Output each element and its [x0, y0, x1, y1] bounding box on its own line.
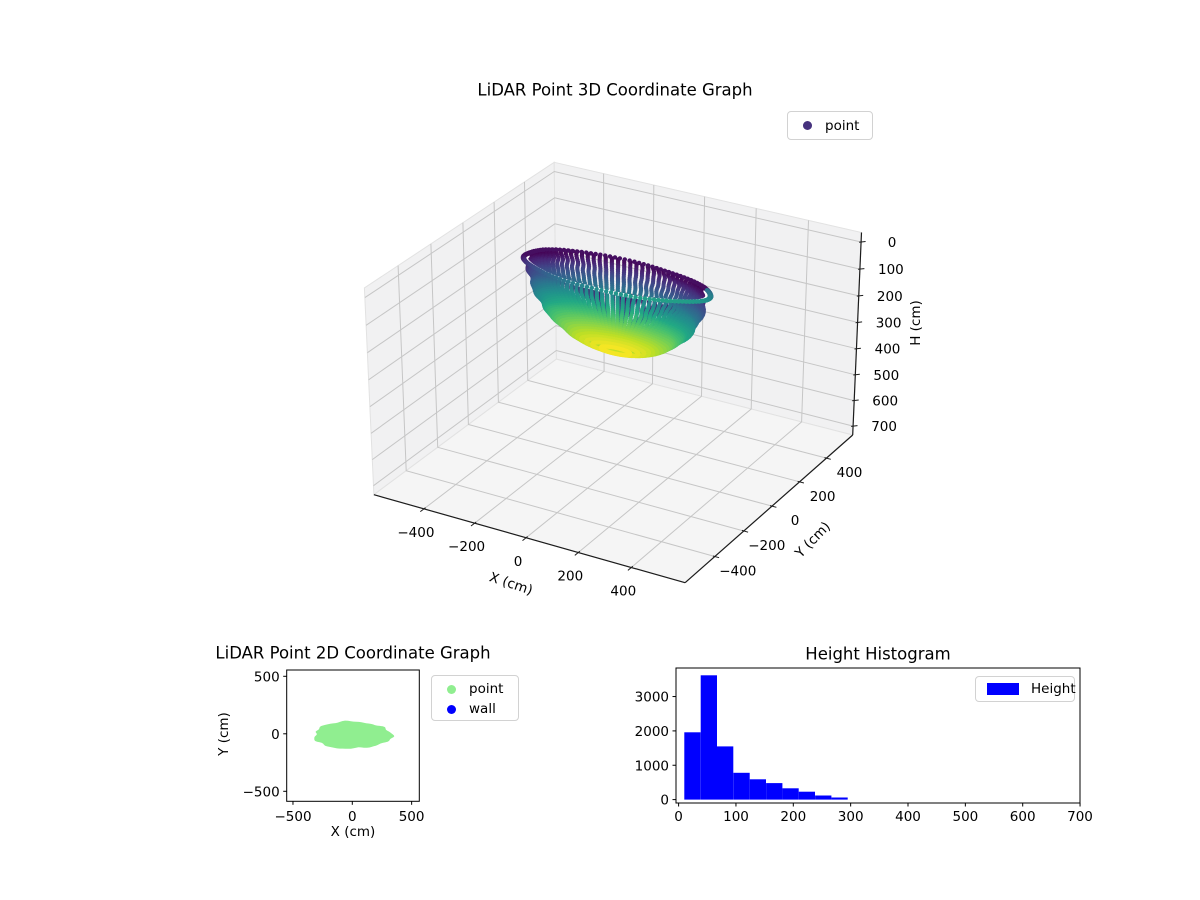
plot2d-axes: −500 0 500 500 0 −500 [243, 669, 425, 825]
plot3d-zaxis-label: H (cm) [908, 300, 924, 346]
svg-text:−400: −400 [397, 525, 434, 541]
histogram-bar [798, 791, 815, 800]
histogram-bar [831, 797, 848, 800]
plot2d-legend: point wall [431, 675, 519, 721]
svg-text:600: 600 [872, 394, 898, 410]
plot3d-point-cloud [520, 247, 714, 359]
svg-text:−500: −500 [274, 809, 311, 825]
plot2d-yaxis-label: Y (cm) [216, 712, 232, 756]
svg-text:200: 200 [557, 569, 583, 585]
svg-text:200: 200 [810, 489, 836, 505]
svg-text:700: 700 [1067, 809, 1093, 825]
plot2d-legend-point-label: point [469, 681, 504, 697]
wall-legend-marker-icon [447, 704, 456, 714]
svg-text:−500: −500 [243, 784, 280, 800]
plot3d-spines [373, 232, 863, 584]
svg-text:0: 0 [674, 809, 683, 825]
svg-text:3000: 3000 [635, 690, 669, 706]
plot3d-legend-point-label: point [825, 117, 860, 134]
plot3d-ticks: −400−2000200400−400−20002004000100200300… [397, 235, 903, 600]
svg-text:400: 400 [875, 342, 901, 358]
svg-text:100: 100 [723, 809, 749, 825]
svg-text:0: 0 [271, 727, 280, 743]
svg-text:−200: −200 [748, 538, 785, 554]
histogram-bar [684, 732, 701, 800]
point-legend-marker-icon [447, 684, 456, 694]
point-legend-marker-icon [803, 121, 812, 130]
svg-text:500: 500 [254, 669, 280, 685]
svg-text:0: 0 [514, 554, 523, 570]
histogram-bar [700, 675, 717, 800]
svg-text:400: 400 [895, 809, 921, 825]
plot2d-legend-wall-entry: wall [432, 699, 518, 719]
histogram-legend: Height [975, 676, 1076, 702]
svg-text:1000: 1000 [635, 758, 669, 774]
svg-text:2000: 2000 [635, 724, 669, 740]
svg-text:200: 200 [877, 289, 903, 305]
plot3d-legend: point [787, 111, 873, 140]
svg-text:400: 400 [610, 584, 636, 600]
plot2d-legend-wall-label: wall [469, 701, 496, 717]
svg-text:200: 200 [780, 809, 806, 825]
plot2d-legend-point-entry: point [432, 679, 518, 699]
histogram-bar [717, 746, 734, 800]
histogram-bar [815, 795, 832, 800]
histogram-bar [782, 788, 799, 800]
histogram-bars [684, 675, 848, 800]
plot2d-title: LiDAR Point 2D Coordinate Graph [215, 643, 491, 663]
svg-text:−400: −400 [719, 564, 756, 580]
svg-text:0: 0 [791, 513, 800, 529]
plot3d-title: LiDAR Point 3D Coordinate Graph [477, 80, 753, 100]
svg-text:300: 300 [838, 809, 864, 825]
svg-text:700: 700 [871, 419, 897, 435]
histogram-title: Height Histogram [805, 644, 951, 664]
svg-text:500: 500 [953, 809, 979, 825]
histogram-bar [766, 783, 783, 800]
histogram-bar [733, 772, 750, 800]
height-legend-swatch-icon [987, 683, 1019, 695]
svg-text:0: 0 [888, 235, 897, 251]
histogram-axes: 0 100 200 300 400 500 600 700 0 1000 2000 3000 [635, 667, 1093, 825]
histogram-legend-height-label: Height [1031, 681, 1076, 697]
histogram-bar [749, 779, 766, 800]
svg-text:−200: −200 [448, 539, 485, 555]
svg-text:600: 600 [1010, 809, 1036, 825]
plot3d-grid [364, 170, 862, 568]
plot2d-xaxis-label: X (cm) [330, 824, 376, 840]
svg-text:500: 500 [399, 809, 425, 825]
plot2d-point-blob [314, 720, 395, 749]
svg-text:0: 0 [660, 793, 669, 809]
svg-text:100: 100 [878, 262, 904, 278]
svg-text:500: 500 [873, 368, 899, 384]
svg-text:0: 0 [348, 809, 357, 825]
svg-text:400: 400 [837, 465, 863, 481]
svg-text:300: 300 [876, 315, 902, 331]
